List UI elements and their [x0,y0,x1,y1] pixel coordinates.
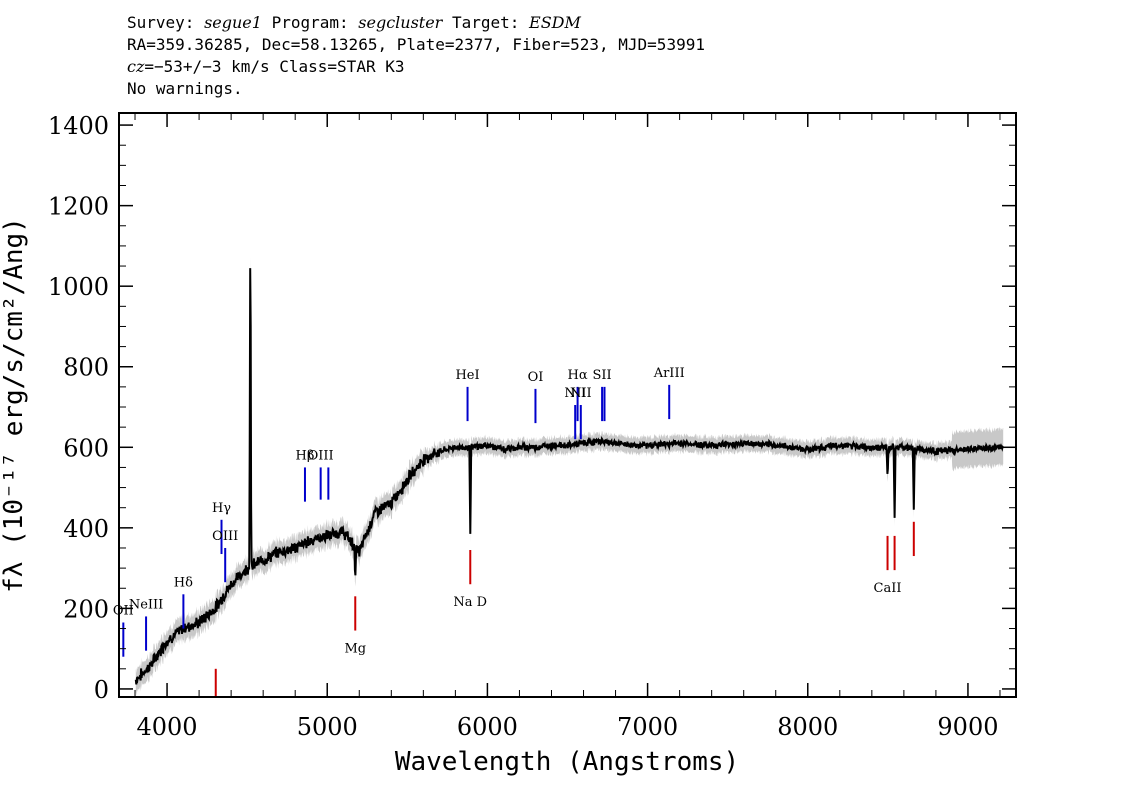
emission-line-label: NeIII [129,597,163,612]
absorption-line-label: CaII [874,581,902,596]
header-line-redshift: cz=−53+/−3 km/s Class=STAR K3 [127,57,405,76]
flux-error-band [135,256,1004,696]
y-axis-title: fλ (10⁻¹⁷ erg/s/cm²/Ang) [0,217,29,593]
emission-line-label: OIII [212,529,238,544]
y-tick-label: 200 [63,595,109,623]
plot-frame [118,112,1017,698]
x-tick-label: 4000 [137,713,198,741]
y-tick-label: 1000 [48,273,109,301]
header-line-warnings: No warnings. [127,79,243,98]
emission-line-label: SII [593,368,612,383]
program-name: segcluster [358,13,443,32]
x-axis-title: Wavelength (Angstroms) [395,747,739,777]
x-tick-label: 5000 [297,713,358,741]
x-tick-label: 9000 [937,713,998,741]
emission-line-label: ArIII [653,366,685,381]
y-tick-label: 400 [63,515,109,543]
y-tick-label: 1200 [48,193,109,221]
header-line-coordinates: RA=359.36285, Dec=58.13265, Plate=2377, … [127,35,705,54]
axis-ticks: 4000 5000 6000 7000 8000 9000 0 200 400 600 800 100… [48,112,1016,741]
absorption-line-label: Mg [344,642,366,657]
x-tick-label: 8000 [777,713,838,741]
x-tick-label: 7000 [617,713,678,741]
emission-line-label: NII [570,386,592,401]
y-tick-label: 0 [94,676,109,704]
emission-line-label: Hβ [296,448,315,463]
target-name: ESDM [529,13,581,32]
header-line-survey: Survey: segue1 Program: segcluster Targe… [127,13,581,32]
x-tick-label: 6000 [457,713,518,741]
emission-line-label: OIII [308,448,334,463]
emission-line-label: Hγ [212,501,231,516]
y-tick-label: 1400 [48,112,109,140]
emission-line-label: OI [528,370,544,385]
emission-line-label: HeI [455,368,479,383]
survey-name: segue1 [204,13,262,32]
plot-area [134,256,1004,696]
emission-line-label: NII [564,386,586,401]
emission-line-label: Hδ [174,575,193,590]
spectrum-header: Survey: segue1 Program: segcluster Targe… [127,12,705,100]
absorption-line-label: Na D [453,595,487,610]
flux-line [134,268,1004,685]
y-tick-label: 600 [63,434,109,462]
y-tick-label: 800 [63,354,109,382]
emission-line-label: Hα [568,368,588,383]
